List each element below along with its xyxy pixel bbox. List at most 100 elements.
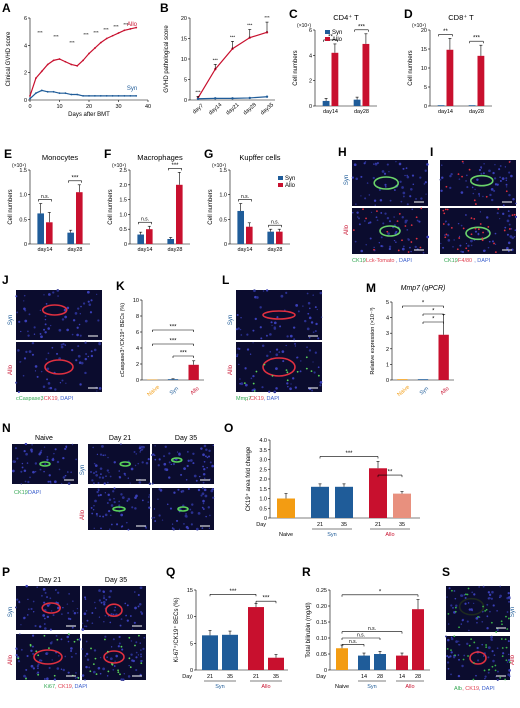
micrograph-J-allo-nucleus bbox=[34, 370, 37, 372]
bar-F-Allo-day14 bbox=[146, 229, 153, 244]
micrograph-H-syn-nucleus bbox=[401, 186, 404, 189]
micrograph-N-naive-nucleus bbox=[14, 447, 17, 450]
micrograph-P-syn21-nucleus bbox=[61, 613, 63, 615]
panel-letter-P: P bbox=[2, 565, 10, 579]
sig-label-M: * bbox=[432, 309, 435, 315]
micrograph-L-allo-nucleus bbox=[292, 377, 295, 380]
sig-label-A: *** bbox=[37, 30, 43, 35]
micrograph-I-allo-nucleus bbox=[506, 233, 509, 236]
micrograph-N-allo21-nucleus bbox=[109, 528, 111, 531]
micrograph-S-syn-nucleus bbox=[508, 601, 510, 603]
micrograph-P-allo21-marker bbox=[48, 647, 50, 650]
y-tick-label-D: 5 bbox=[424, 85, 427, 91]
micrograph-N-naive-nucleus bbox=[61, 482, 63, 485]
bar-O-Allo 35 bbox=[393, 493, 411, 518]
micrograph-L-allo-nucleus bbox=[237, 347, 240, 350]
sig-label-C: *** bbox=[358, 24, 366, 30]
micrograph-L-syn-nucleus bbox=[260, 337, 263, 340]
bar-R-Naive bbox=[336, 648, 348, 670]
micrograph-I-allo-marker bbox=[470, 233, 473, 236]
micrograph-S-allo-nucleus bbox=[490, 635, 493, 639]
micrograph-L-syn-nucleus bbox=[295, 303, 299, 307]
micrograph-N-syn35-nucleus bbox=[193, 474, 197, 478]
micrograph-I-allo-nucleus bbox=[474, 230, 478, 233]
micrograph-S-allo-marker bbox=[485, 646, 488, 648]
micrograph-P-allo21-nucleus bbox=[20, 648, 23, 651]
micrograph-N-naive-nucleus bbox=[64, 447, 67, 451]
micrograph-N-naive-nucleus bbox=[24, 442, 28, 446]
micrograph-N-syn35-nucleus bbox=[183, 467, 186, 471]
y-tick-label-E: 1.0 bbox=[19, 193, 27, 199]
micrograph-H-syn-nucleus bbox=[384, 186, 387, 188]
micrograph-P-allo35-nucleus bbox=[139, 673, 142, 676]
micrograph-J-allo-duct bbox=[44, 359, 74, 375]
micrograph-N-syn21-nucleus bbox=[140, 449, 142, 452]
x-tick-label-B: day21 bbox=[225, 102, 240, 116]
micrograph-H-allo-marker bbox=[415, 237, 418, 240]
micrograph-S-allo-nucleus bbox=[455, 640, 458, 643]
panel-title-F: Macrophages bbox=[137, 153, 183, 162]
x-tick-label-B: day28 bbox=[242, 102, 257, 116]
point-B-Syn bbox=[248, 96, 251, 100]
micrograph-H-syn-duct bbox=[373, 176, 400, 190]
micrograph-N-allo35-nucleus bbox=[203, 488, 207, 492]
caption-L-1: , CK19 bbox=[247, 396, 264, 402]
micrograph-N-naive-nucleus bbox=[11, 469, 15, 473]
micrograph-N-syn35-nucleus bbox=[172, 459, 175, 462]
y-axis-label-B: GVHD pathological score bbox=[164, 25, 170, 93]
bar-E-Allo-day14 bbox=[46, 222, 53, 244]
panel-letter-F: F bbox=[104, 147, 111, 161]
micrograph-L-allo-nucleus bbox=[314, 351, 317, 354]
micrograph-P-allo21-marker bbox=[17, 657, 20, 660]
micrograph-N-syn21-nucleus bbox=[141, 461, 144, 464]
micrograph-P-syn21-nucleus bbox=[43, 623, 46, 625]
panel-title-M: Mmp7 (qPCR) bbox=[401, 285, 446, 292]
micrograph-L-allo-nucleus bbox=[244, 367, 247, 370]
micrograph-J-allo bbox=[16, 342, 102, 392]
micrograph-N-allo21-nucleus bbox=[94, 499, 97, 503]
micrograph-P-syn21-nucleus bbox=[69, 617, 72, 621]
micrograph-H-allo-marker bbox=[397, 249, 400, 252]
micrograph-S-syn-nucleus bbox=[453, 590, 456, 592]
point-A-Allo bbox=[99, 41, 102, 44]
micrograph-J-allo-nucleus bbox=[51, 346, 54, 349]
micrograph-H-allo-nucleus bbox=[375, 216, 378, 219]
sig-label-A: *** bbox=[123, 22, 129, 27]
micrograph-I-syn-nucleus bbox=[505, 177, 508, 180]
micrograph-S-allo-marker bbox=[494, 664, 497, 667]
micrograph-L-allo-nucleus bbox=[275, 387, 278, 390]
micrograph-J-syn-nucleus bbox=[84, 319, 88, 323]
y-tick-label-R: 0.10 bbox=[316, 636, 327, 642]
micrograph-J-syn-nucleus bbox=[45, 302, 48, 305]
micrograph-L-allo-nucleus bbox=[294, 342, 296, 345]
x-tick-label-K: Allo bbox=[190, 386, 201, 396]
micrograph-J-allo-nucleus bbox=[25, 350, 28, 354]
micrograph-P-allo35-marker bbox=[129, 666, 132, 669]
bar-Q-Syn 35 bbox=[222, 634, 238, 670]
micrograph-N-allo35-nucleus bbox=[185, 525, 189, 529]
micrograph-I-syn-nucleus bbox=[465, 180, 467, 182]
sig-label-O: ** bbox=[388, 470, 393, 476]
micrograph-J-syn-nucleus bbox=[43, 294, 45, 296]
micrograph-N-syn35-nucleus bbox=[203, 468, 206, 471]
micrograph-I-syn-nucleus bbox=[476, 178, 479, 181]
point-A-Syn bbox=[82, 95, 84, 97]
point-A-Syn bbox=[94, 95, 96, 97]
micrograph-I-syn-nucleus bbox=[478, 193, 480, 195]
micrograph-P-allo35-nucleus bbox=[93, 649, 97, 652]
micrograph-S-syn-nucleus bbox=[478, 616, 481, 618]
micrograph-J-syn-nucleus bbox=[44, 318, 47, 321]
micrograph-N-allo21-nucleus bbox=[107, 493, 110, 497]
micrograph-I-allo-marker bbox=[465, 247, 468, 250]
micrograph-P-syn35-nucleus bbox=[103, 603, 106, 606]
micrograph-N-naive-nucleus bbox=[40, 449, 43, 452]
micrograph-H-allo-nucleus bbox=[378, 242, 380, 244]
micrograph-S-allo-nucleus bbox=[508, 669, 511, 672]
micrograph-H-allo-nucleus bbox=[365, 244, 367, 246]
micrograph-N-allo21-nucleus bbox=[98, 489, 100, 492]
micrograph-P-syn21-nucleus bbox=[62, 606, 64, 609]
micrograph-L-allo-nucleus bbox=[299, 370, 302, 373]
micrograph-P-syn35-nucleus bbox=[140, 611, 143, 614]
micrograph-N-allo21-nucleus bbox=[147, 501, 150, 503]
micrograph-H-allo-nucleus bbox=[376, 219, 379, 222]
